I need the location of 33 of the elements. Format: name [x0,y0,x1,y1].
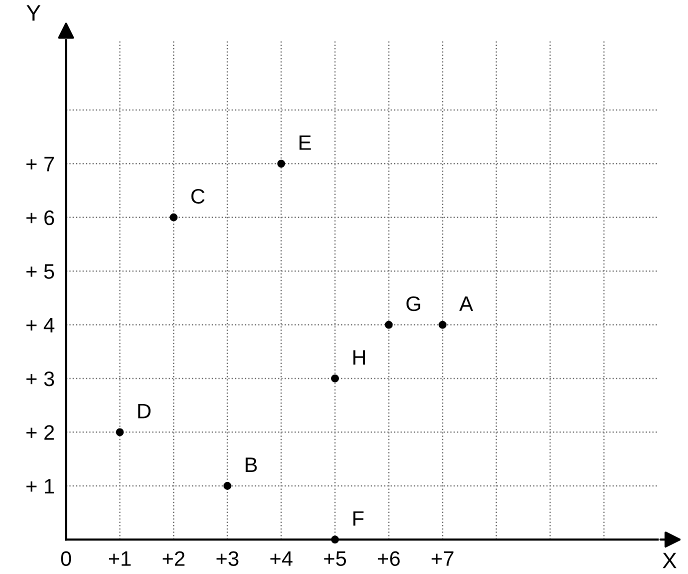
annotation: G [406,296,420,312]
point [438,320,447,329]
y-axis-title: Y [26,5,40,21]
y-tick-label: + 7 [26,156,54,172]
annotation: A [459,296,474,311]
y-tick-label: + 5 [26,264,54,279]
y-tick-label: + 1 [26,479,54,494]
y-tick-label: + 2 [26,425,54,440]
point [277,160,286,168]
x-tick-label: +1 [108,551,131,566]
annotation: B [246,458,257,472]
y-tick-label: + 4 [26,318,54,332]
point [384,320,393,329]
annotation: C [191,188,205,204]
x-axis-title: X [662,552,677,568]
x-tick-label: +6 [378,551,400,566]
x-tick-label: +5 [324,551,346,566]
x-tick-label: +4 [270,551,292,566]
y-tick-label: + 6 [26,210,54,226]
point [170,213,178,222]
x-tick-label: +2 [162,551,184,566]
point [223,482,232,490]
annotation: F [353,511,364,526]
point [331,536,339,544]
point [331,374,339,382]
x-tick-label: +7 [432,551,454,566]
y-tick-label: + 3 [26,371,54,386]
annotation: H [353,350,366,365]
point [116,428,124,436]
x-tick-label: 0 [61,551,72,566]
x-tick-label: +3 [216,551,238,566]
annotation: D [138,404,151,418]
annotation: E [300,135,311,150]
